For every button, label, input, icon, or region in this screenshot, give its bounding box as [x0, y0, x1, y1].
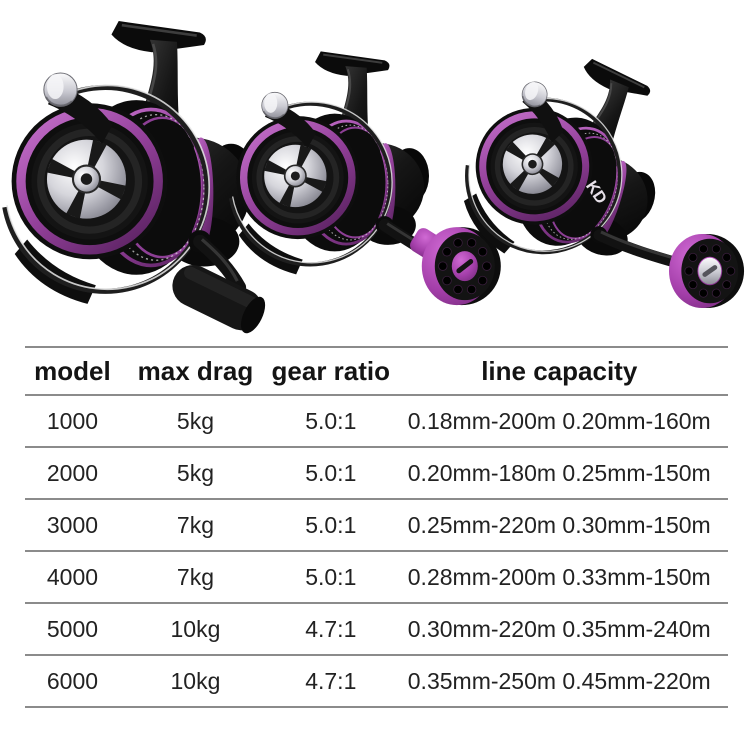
cell-gear-ratio: 5.0:1: [305, 511, 357, 538]
power-knob: [668, 233, 745, 309]
column-header-model: model: [34, 355, 111, 386]
cell-gear-ratio: 5.0:1: [305, 563, 357, 590]
column-header-max-drag: max drag: [137, 355, 254, 386]
cell-max-drag: 5kg: [176, 407, 214, 434]
table-row: 4000 7kg 5.0:1 0.28mm-200m 0.33mm-150m: [25, 552, 728, 604]
table-row: 3000 7kg 5.0:1 0.25mm-220m 0.30mm-150m: [25, 500, 728, 552]
table-row: 5000 10kg 4.7:1 0.30mm-220m 0.35mm-240m: [25, 604, 728, 656]
cell-line-capacity: 0.25mm-220m 0.30mm-150m: [407, 511, 711, 538]
reels-illustration: KD: [0, 0, 745, 334]
cell-gear-ratio: 4.7:1: [305, 667, 357, 694]
product-photo: KD: [0, 0, 750, 335]
table-row: 6000 10kg 4.7:1 0.35mm-250m 0.45mm-220m: [25, 656, 728, 708]
cell-gear-ratio: 5.0:1: [305, 459, 357, 486]
table-row: 1000 5kg 5.0:1 0.18mm-200m 0.20mm-160m: [25, 396, 728, 448]
cell-line-capacity: 0.30mm-220m 0.35mm-240m: [407, 615, 711, 642]
cell-model: 2000: [46, 459, 99, 486]
column-header-gear-ratio: gear ratio: [271, 355, 391, 386]
cell-line-capacity: 0.28mm-200m 0.33mm-150m: [407, 563, 711, 590]
cell-model: 3000: [46, 511, 99, 538]
cell-line-capacity: 0.20mm-180m 0.25mm-150m: [407, 459, 711, 486]
reel-right: KD: [445, 33, 745, 309]
cell-gear-ratio: 4.7:1: [305, 615, 357, 642]
table-header-row: model max drag gear ratio line capacity: [25, 348, 728, 396]
cell-max-drag: 5kg: [176, 459, 214, 486]
cell-model: 1000: [46, 407, 99, 434]
cell-line-capacity: 0.18mm-200m 0.20mm-160m: [407, 407, 711, 434]
cell-model: 6000: [46, 667, 99, 694]
cell-max-drag: 7kg: [176, 563, 214, 590]
cell-line-capacity: 0.35mm-250m 0.45mm-220m: [407, 667, 711, 694]
table-row: 2000 5kg 5.0:1 0.20mm-180m 0.25mm-150m: [25, 448, 728, 500]
cell-max-drag: 7kg: [176, 511, 214, 538]
column-header-line-capacity: line capacity: [481, 355, 638, 386]
power-knob: [410, 226, 502, 306]
cell-max-drag: 10kg: [170, 667, 221, 694]
cell-max-drag: 10kg: [170, 615, 221, 642]
cell-model: 5000: [46, 615, 99, 642]
foam-knob: [172, 265, 266, 334]
cell-gear-ratio: 5.0:1: [305, 407, 357, 434]
reel-left: [5, 21, 266, 334]
spec-table: model max drag gear ratio line capacity …: [25, 346, 728, 708]
cell-model: 4000: [46, 563, 99, 590]
reel-middle: [231, 51, 502, 306]
handle-arm: [193, 234, 247, 295]
